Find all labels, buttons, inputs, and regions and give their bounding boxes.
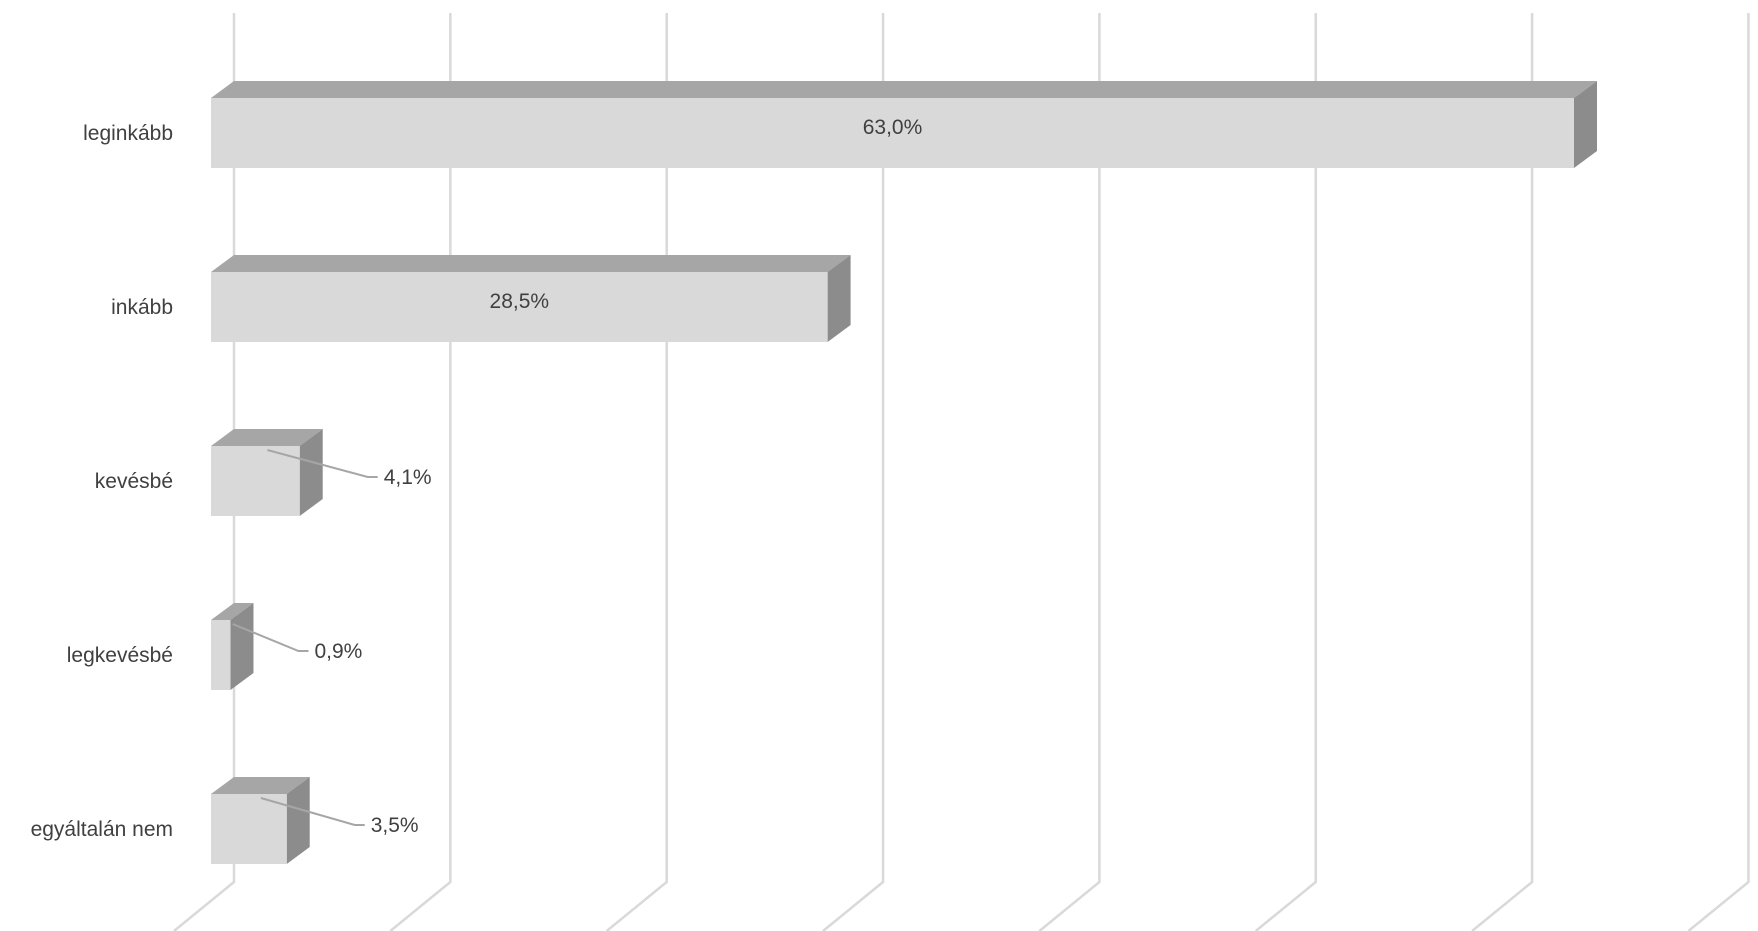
bar (211, 603, 254, 690)
data-label: 3,5% (371, 814, 419, 837)
leader-line (232, 623, 309, 652)
bar-front-face (211, 446, 300, 516)
bar-side-face (827, 255, 851, 342)
data-label: 28,5% (490, 290, 550, 313)
bars (211, 81, 1597, 864)
leader-line (267, 449, 378, 478)
category-label: leginkább (83, 122, 173, 145)
bar-top-face (211, 429, 323, 446)
bar-side-face (1574, 81, 1597, 168)
bar-top-face (211, 777, 310, 794)
data-label: 63,0% (863, 116, 923, 139)
gridline (1254, 13, 1317, 931)
bar (211, 81, 1597, 168)
category-label: kevésbé (95, 470, 173, 493)
leader-line (260, 797, 365, 826)
bar-top-face (211, 81, 1597, 98)
bar-front-face (211, 272, 828, 342)
bar-side-face (286, 777, 310, 864)
labels: leginkább 63,0% inkább 28,5% kevésbé 4,1% legk… (31, 116, 923, 841)
bar (211, 255, 851, 342)
bar-front-face (211, 98, 1574, 168)
data-label: 4,1% (384, 466, 432, 489)
bar-front-face (211, 794, 287, 864)
bar (211, 777, 310, 864)
gridline (822, 13, 885, 931)
category-label: inkább (111, 296, 173, 319)
bar-top-face (211, 603, 254, 620)
data-label: 0,9% (314, 640, 362, 663)
bar-side-face (299, 429, 323, 516)
gridline (1687, 13, 1750, 931)
gridline (1038, 13, 1101, 931)
bar (211, 429, 323, 516)
gridline (1471, 13, 1534, 931)
category-label: legkevésbé (67, 644, 173, 667)
bar-top-face (211, 255, 851, 272)
bar-front-face (211, 620, 231, 690)
category-label: egyáltalán nem (31, 818, 173, 841)
